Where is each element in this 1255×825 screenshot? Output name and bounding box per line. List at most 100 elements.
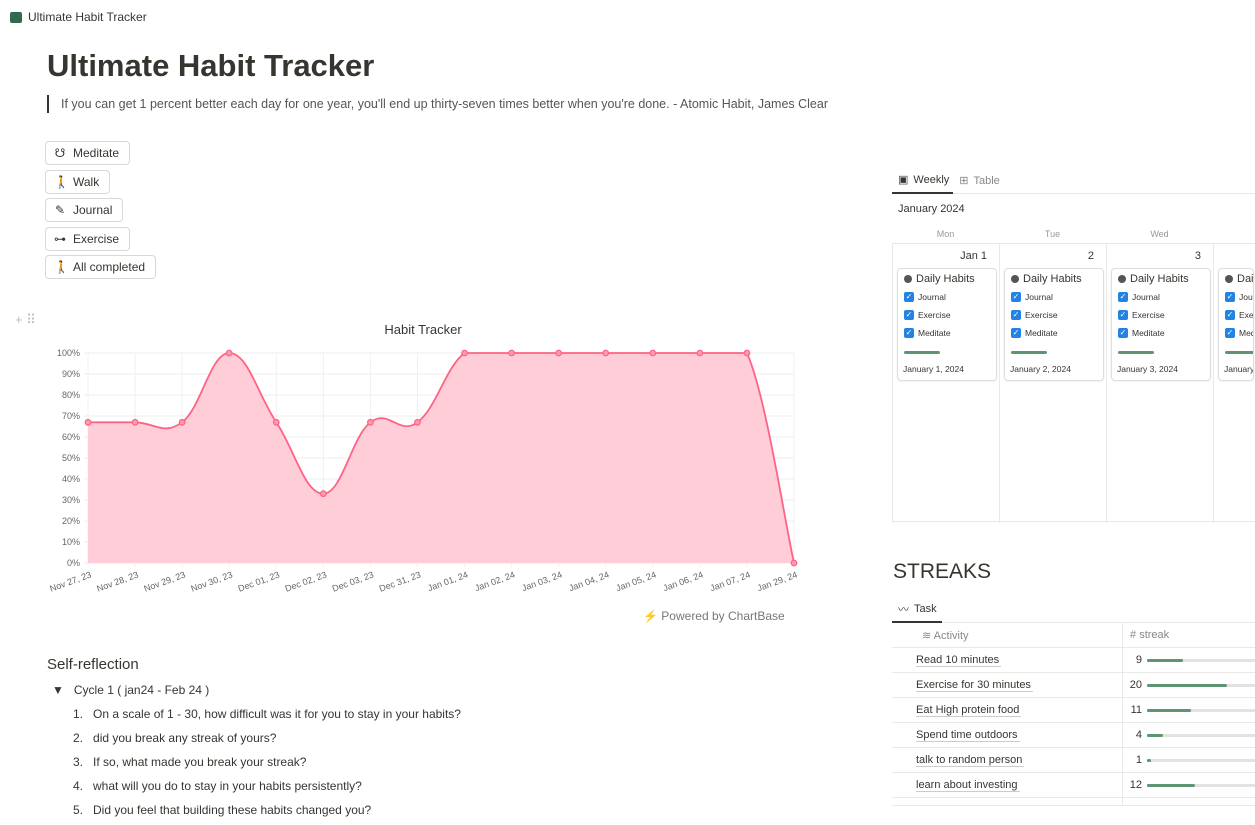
streak-bar [1147,709,1255,712]
x-tick-label: Dec 03, 23 [331,569,375,593]
y-tick-label: 90% [62,369,80,379]
habit-label: Meditate [1239,328,1253,338]
data-point [649,349,657,357]
table-row[interactable]: talk to random person 1 [892,748,1255,773]
habit-checkbox[interactable]: ✓ Journal [1011,292,1053,302]
x-tick-label: Jan 01, 24 [426,569,469,593]
question-item: 5. Did you feel that building these habi… [73,803,372,817]
streak-bar-fill [1147,684,1227,687]
powered-text: Powered by ChartBase [661,609,785,623]
streak-value: 11 [1130,704,1142,716]
checkbox-checked-icon: ✓ [1118,292,1128,302]
walk-icon: 🚶 [54,175,69,189]
habit-checkbox[interactable]: ✓ Journal [1225,292,1253,302]
meditate-button[interactable]: ☋ Meditate [45,141,131,165]
activity-link[interactable]: Exercise for 30 minutes [916,679,1033,692]
status-icon [904,275,912,283]
table-row[interactable]: learn about investing 12 [892,773,1255,798]
habit-label: Journal [1132,292,1160,302]
streak-bar-fill [1147,784,1195,787]
progress-bar [1225,351,1253,354]
card-date: January 2, 2024 [1010,364,1071,374]
streak-bar-fill [1147,734,1163,737]
exercise-button[interactable]: ⊶ Exercise [45,227,131,251]
streak-bar [1147,784,1255,787]
daily-habits-card[interactable]: Daily Habits ✓Journal✓Exercise✓Meditate … [1004,268,1104,381]
habit-checkbox[interactable]: ✓ Meditate [1011,328,1058,338]
habit-checkbox[interactable]: ✓ Meditate [1225,328,1253,338]
habit-checkbox[interactable]: ✓ Meditate [1118,328,1165,338]
all-completed-button[interactable]: 🚶 All completed [45,255,157,279]
habit-label: Exercise [1132,310,1165,320]
day-number: Jan 1 [960,250,987,262]
card-title: Daily Habits [1023,273,1082,285]
tab-task[interactable]: 〰 Task [892,597,942,623]
habit-checkbox[interactable]: ✓ Journal [904,292,946,302]
walk-button[interactable]: 🚶 Walk [45,170,111,194]
journal-button[interactable]: ✎ Journal [45,198,124,222]
checkbox-checked-icon: ✓ [1225,292,1235,302]
header-label: Activity [933,630,969,642]
activity-link[interactable]: Spend time outdoors [916,729,1020,742]
page-title: Ultimate Habit Tracker [47,48,375,83]
question-text: If so, what made you break your streak? [93,755,307,769]
calendar-icon: ▣ [898,174,909,186]
tab-weekly[interactable]: ▣ Weekly [892,167,954,194]
daily-habits-card[interactable]: Daily Habits ✓Journal✓Exercise✓Meditate … [897,268,997,381]
y-tick-label: 40% [62,474,80,484]
checkbox-checked-icon: ✓ [1011,310,1021,320]
table-row[interactable]: Exercise for 30 minutes 20 [892,673,1255,698]
x-tick-label: Nov 27, 23 [48,569,92,593]
habit-checkbox[interactable]: ✓ Exercise [904,310,951,320]
habit-checkbox[interactable]: ✓ Exercise [1225,310,1253,320]
card-title: Daily Habits [1237,273,1254,285]
activity-header[interactable]: ≋ Activity [922,630,969,642]
habit-checkbox[interactable]: ✓ Meditate [904,328,951,338]
activity-link[interactable]: learn about investing [916,779,1020,792]
day-column: Jan 1 Daily Habits ✓ Journal ✓ Exercise ✓ Med… [892,244,999,523]
tab-table[interactable]: ⊞ Table [953,167,1004,194]
quote: If you can get 1 percent better each day… [47,95,828,113]
activity-link[interactable]: talk to random person [916,754,1025,767]
y-tick-label: 100% [57,348,80,358]
button-label: Meditate [73,146,120,160]
streaks-tabs: 〰 Task [892,597,1255,623]
weekly-calendar: Jan 1 Daily Habits ✓ Journal ✓ Exercise ✓ Med… [892,243,1255,523]
cycle-label: Cycle 1 ( jan24 - Feb 24 ) [73,683,210,697]
question-item: 2. did you break any streak of yours? [73,731,277,745]
habit-label: Journal [1025,292,1053,302]
data-point [602,349,610,357]
y-tick-label: 60% [62,432,80,442]
checkbox-checked-icon: ✓ [904,292,914,302]
question-text: Did you feel that building these habits … [93,803,372,817]
daily-habits-card[interactable]: Daily Habits ✓Journal✓Exercise✓Meditate … [1111,268,1211,381]
data-point [272,418,280,426]
table-row-empty [892,798,1255,806]
area-fill [88,353,794,563]
table-row[interactable]: Eat High protein food 11 [892,698,1255,723]
card-date: January 3, 2024 [1117,364,1178,374]
streak-value: 1 [1135,754,1142,766]
habit-checkbox[interactable]: ✓ Exercise [1011,310,1058,320]
habit-label: Meditate [1132,328,1165,338]
habit-checkbox[interactable]: ✓ Exercise [1118,310,1165,320]
y-tick-label: 10% [62,537,80,547]
streak-header[interactable]: # streak [1130,629,1170,641]
data-point [508,349,516,357]
powered-by[interactable]: ⚡ Powered by ChartBase [643,609,785,623]
drag-handle-icon[interactable]: + ⠿ [15,312,36,327]
y-tick-label: 50% [62,453,80,463]
activity-link[interactable]: Read 10 minutes [916,654,1002,667]
table-row[interactable]: Read 10 minutes 9 [892,648,1255,673]
day-column: 2 Daily Habits ✓ Journal ✓ Exercise ✓ Meditat… [999,244,1106,523]
card-title: Daily Habits [916,273,975,285]
data-point [743,349,751,357]
progress-bar [1118,351,1154,354]
question-item: 3. If so, what made you break your strea… [73,755,307,769]
habit-checkbox[interactable]: ✓ Journal [1118,292,1160,302]
x-tick-label: Jan 03, 24 [520,569,563,593]
table-row[interactable]: Spend time outdoors 4 [892,723,1255,748]
activity-link[interactable]: Eat High protein food [916,704,1022,717]
cycle-toggle[interactable]: ▼ Cycle 1 ( jan24 - Feb 24 ) [52,683,210,697]
daily-habits-card[interactable]: Daily Habits ✓Journal✓Exercise✓Meditate … [1218,268,1254,381]
